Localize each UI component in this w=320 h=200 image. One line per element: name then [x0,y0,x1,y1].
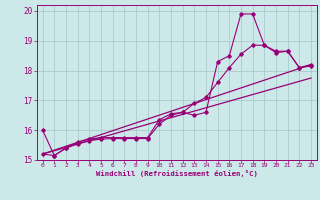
X-axis label: Windchill (Refroidissement éolien,°C): Windchill (Refroidissement éolien,°C) [96,170,258,177]
